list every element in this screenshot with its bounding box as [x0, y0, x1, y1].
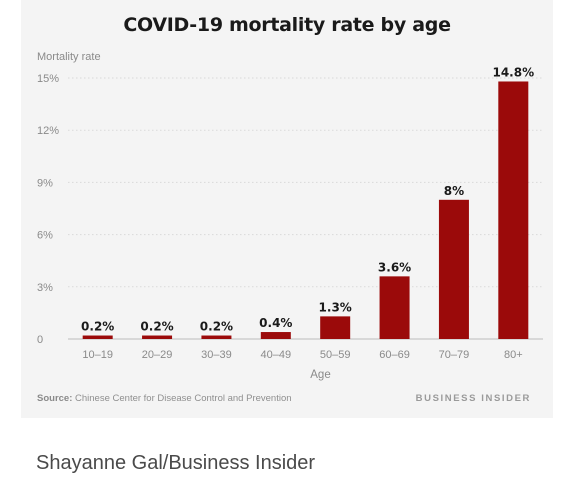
- x-axis-label: Age: [310, 369, 330, 381]
- y-tick-label: 12%: [37, 125, 59, 137]
- x-tick-label: 10–19: [82, 349, 113, 361]
- bar-chart: 0 3% 6% 9% 12% 15% 0.2% 10–19 0.2% 20–29 0.2% 30–39…: [37, 65, 543, 381]
- y-tick-label: 15%: [37, 73, 59, 85]
- source-label: Source:: [37, 393, 73, 404]
- data-label: 0.2%: [140, 320, 173, 334]
- bar: [201, 335, 232, 339]
- data-label: 3.6%: [378, 260, 411, 274]
- x-tick-label: 20–29: [142, 349, 173, 361]
- bar: [498, 81, 529, 339]
- bar: [379, 276, 410, 339]
- source-note: Source: Chinese Center for Disease Contr…: [37, 393, 292, 404]
- brand-logo-text: BUSINESS INSIDER: [415, 393, 531, 404]
- data-label: 0.2%: [81, 320, 114, 334]
- x-tick-label: 40–49: [261, 349, 292, 361]
- source-text: Chinese Center for Disease Control and P…: [75, 393, 292, 404]
- chart-title: COVID-19 mortality rate by age: [123, 14, 451, 36]
- x-tick-label: 70–79: [439, 349, 470, 361]
- data-label: 14.8%: [492, 65, 534, 79]
- image-credit: Shayanne Gal/Business Insider: [36, 452, 316, 474]
- data-label: 0.4%: [259, 316, 292, 330]
- bar: [82, 335, 113, 339]
- y-tick-label: 9%: [37, 177, 53, 189]
- x-tick-label: 80+: [504, 349, 523, 361]
- bar: [438, 199, 469, 339]
- data-label: 8%: [444, 184, 464, 198]
- x-tick-label: 60–69: [379, 349, 410, 361]
- y-tick-label: 3%: [37, 282, 53, 294]
- bar: [320, 316, 351, 339]
- x-tick-label: 50–59: [320, 349, 351, 361]
- chart-card: COVID-19 mortality rate by age Mortality…: [21, 0, 553, 418]
- x-tick-label: 30–39: [201, 349, 232, 361]
- data-label: 0.2%: [200, 320, 233, 334]
- bar: [142, 335, 173, 339]
- y-tick-label: 0: [37, 334, 43, 346]
- data-label: 1.3%: [319, 300, 352, 314]
- bar: [260, 332, 291, 339]
- y-tick-label: 6%: [37, 230, 53, 242]
- y-axis-label: Mortality rate: [37, 51, 101, 63]
